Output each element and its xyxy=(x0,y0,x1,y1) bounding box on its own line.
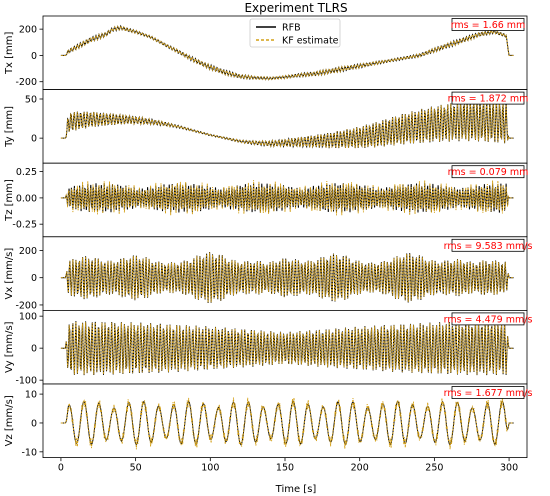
rms-label-box xyxy=(451,91,525,105)
series-line-kf-estimate xyxy=(60,397,514,450)
subplot-4: -200 0 200 Vx [mm/s] rms = 9.583 mm/s xyxy=(4,236,533,314)
y-axis-label: Tz [mm] xyxy=(4,179,15,222)
panels-group: -200 0 200 Tx [mm] rms = 1.66 mm RFB KF estima… xyxy=(4,15,533,474)
rms-label-box xyxy=(451,238,525,252)
series-line-kf-estimate xyxy=(60,180,514,216)
y-tick-label: 0 xyxy=(31,51,37,62)
x-tick-label: 200 xyxy=(351,463,369,474)
y-tick-label: 200 xyxy=(19,246,37,257)
series-line-kf-estimate xyxy=(60,100,514,149)
subplot-1: -200 0 200 Tx [mm] rms = 1.66 mm RFB KF estima… xyxy=(4,15,528,93)
x-tick-label: 100 xyxy=(201,463,219,474)
legend-label-kf-estimate: KF estimate xyxy=(282,36,339,47)
y-tick-label: -200 xyxy=(15,77,37,88)
y-axis-label: Tx [mm] xyxy=(4,31,15,75)
series-line-kf-estimate xyxy=(60,321,514,375)
rms-label: rms = 4.479 mm/s xyxy=(444,314,533,325)
y-tick-label: 10 xyxy=(25,390,37,401)
x-tick-label: 0 xyxy=(58,463,64,474)
y-tick-label: 0 xyxy=(31,418,37,429)
subplot-2: 0 50 Ty [mm] rms = 1.872 mm xyxy=(4,89,529,167)
y-tick-label: 0.00 xyxy=(16,193,37,204)
y-tick-label: 0 xyxy=(31,344,37,355)
y-tick-label: 0.25 xyxy=(16,167,37,178)
x-tick-label: 150 xyxy=(276,463,294,474)
y-tick-label: 0 xyxy=(31,134,37,145)
y-axis-label: Vx [mm/s] xyxy=(4,248,15,300)
x-tick-label: 300 xyxy=(500,463,518,474)
rms-label: rms = 1.872 mm xyxy=(448,94,529,105)
y-tick-label: -0.25 xyxy=(12,220,37,231)
x-tick-label: 250 xyxy=(425,463,443,474)
rms-label-box xyxy=(451,312,525,326)
y-axis-label: Vy [mm/s] xyxy=(4,321,15,373)
rms-label-box xyxy=(451,386,525,399)
x-tick-label: 50 xyxy=(130,463,142,474)
rms-label-box xyxy=(451,165,525,179)
y-tick-label: 50 xyxy=(25,94,37,105)
y-axis-label: Vz [mm/s] xyxy=(4,395,15,446)
subplot-5: -100 0 100 Vy [mm/s] rms = 4.479 mm/s xyxy=(4,309,533,387)
y-tick-label: 200 xyxy=(19,25,37,36)
y-tick-label: -10 xyxy=(21,447,37,458)
y-tick-label: -100 xyxy=(15,376,37,387)
x-axis-label: Time [s] xyxy=(275,484,317,495)
rms-label: rms = 1.677 mm/s xyxy=(444,388,533,399)
rms-label: rms = 9.583 mm/s xyxy=(444,241,533,252)
rms-label: rms = 1.66 mm xyxy=(451,20,526,31)
legend-label-rfb: RFB xyxy=(282,23,301,34)
series-line-kf-estimate xyxy=(60,24,514,81)
rms-label: rms = 0.079 mm xyxy=(448,167,529,178)
figure-title: Experiment TLRS xyxy=(244,1,347,15)
series-line-rfb xyxy=(60,251,514,304)
y-axis-label: Ty [mm] xyxy=(4,106,15,148)
y-tick-label: -200 xyxy=(15,300,37,311)
y-tick-label: 0 xyxy=(31,273,37,284)
rms-label-box xyxy=(451,18,525,31)
y-tick-label: 100 xyxy=(19,312,37,323)
